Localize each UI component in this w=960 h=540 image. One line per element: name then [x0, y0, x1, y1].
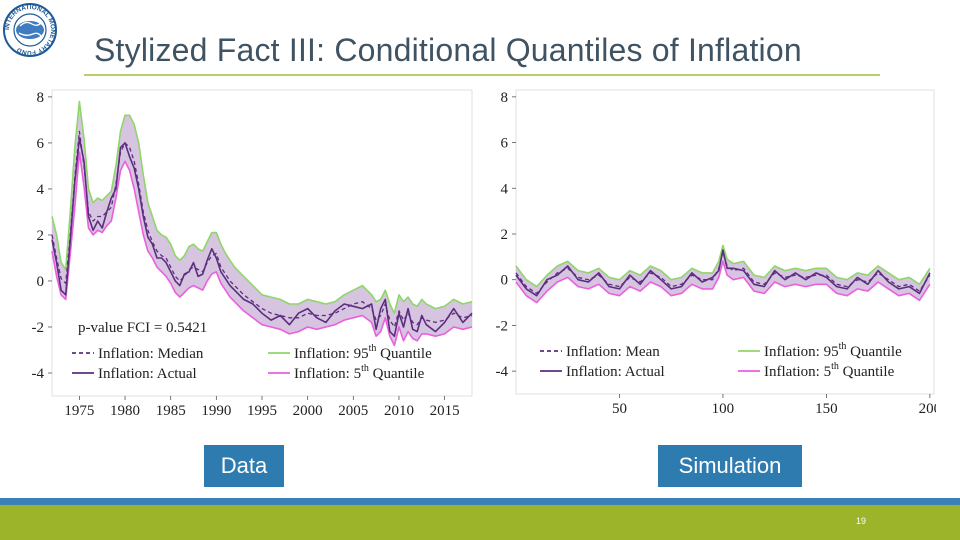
footer-blue-band: [0, 498, 960, 505]
y-tick-label: -4: [32, 366, 45, 382]
y-tick-label: -2: [32, 320, 45, 336]
simulation-chart-svg: 8 6 4 2 0 -2 -4 50 100 150 200 Inflation: Mean Infla…: [496, 89, 936, 417]
data-chart: 8 6 4 2 0 -2 -4 1975 1980 1985 1990 1995 2000 2005 201…: [28, 86, 476, 426]
legend-label: Inflation: 95th Quantile: [294, 343, 432, 362]
caption-data: Data: [204, 445, 284, 487]
page-title: Stylized Fact III: Conditional Quantiles…: [94, 32, 802, 68]
series-5th-quantile: [515, 260, 931, 304]
x-tick-label: 150: [815, 401, 838, 417]
y-tick-label: 6: [501, 136, 509, 152]
y-tick-label: 8: [37, 90, 45, 106]
legend-label: Inflation: 5th Quantile: [294, 363, 425, 382]
x-tick-label: 1995: [247, 403, 277, 419]
series-actual: [515, 249, 931, 297]
annotation-pvalue: p-value FCI = 0.5421: [78, 320, 207, 336]
y-tick-label: 6: [37, 136, 45, 152]
legend-label: Inflation: 95th Quantile: [764, 341, 902, 360]
x-tick-label: 2015: [430, 403, 460, 419]
x-tick-label: 2010: [384, 403, 414, 419]
series-95th-quantile: [515, 244, 931, 288]
y-tick-label: 2: [37, 228, 45, 244]
x-tick-label: 100: [712, 401, 735, 417]
legend-label: Inflation: Mean: [566, 344, 660, 360]
imf-logo: INTERNATIONAL MONETARY FUND: [2, 2, 58, 58]
x-tick-label: 2005: [338, 403, 368, 419]
x-tick-label: 50: [612, 401, 627, 417]
series-95th-quantile: [51, 100, 473, 314]
data-chart-svg: 8 6 4 2 0 -2 -4 1975 1980 1985 1990 1995 2000 2005 201…: [32, 89, 473, 419]
series-actual: [51, 137, 473, 337]
y-tick-label: -2: [496, 318, 509, 334]
title-divider: [84, 74, 880, 76]
y-tick-label: 0: [501, 273, 509, 289]
series-median: [51, 130, 473, 328]
legend-label: Inflation: Actual: [566, 364, 665, 380]
x-tick-label: 2000: [293, 403, 323, 419]
legend-label: Inflation: Actual: [98, 366, 197, 382]
footer-green-band: [0, 505, 960, 540]
simulation-chart: 8 6 4 2 0 -2 -4 50 100 150 200 Inflation: Mean Infla…: [488, 86, 936, 426]
x-tick-label: 1990: [201, 403, 231, 419]
y-tick-label: 2: [501, 227, 509, 243]
plot-area: [515, 89, 935, 395]
legend-label: Inflation: Median: [98, 346, 204, 362]
y-tick-label: 0: [37, 274, 45, 290]
y-tick-label: -4: [496, 364, 509, 380]
series-5th-quantile: [51, 151, 473, 347]
caption-simulation: Simulation: [658, 445, 802, 487]
y-tick-label: 4: [37, 182, 45, 198]
x-tick-label: 200: [919, 401, 936, 417]
y-tick-label: 8: [501, 90, 509, 106]
x-tick-label: 1985: [156, 403, 186, 419]
x-tick-label: 1975: [64, 403, 94, 419]
y-tick-label: 4: [501, 181, 509, 197]
page-number: 19: [856, 516, 867, 526]
legend-label: Inflation: 5th Quantile: [764, 361, 895, 380]
x-tick-label: 1980: [110, 403, 140, 419]
